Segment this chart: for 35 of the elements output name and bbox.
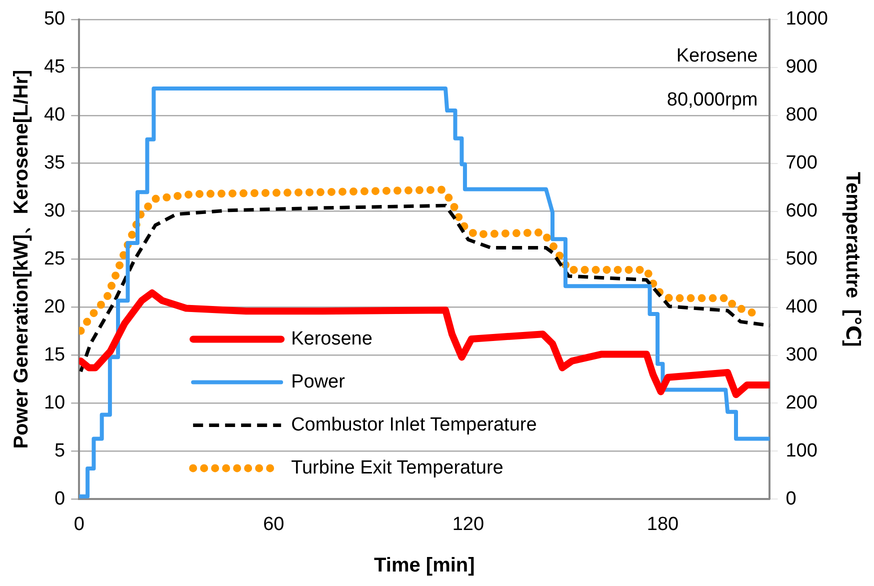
x-axis-title: Time [min] [374, 554, 475, 577]
x-tick-label: 0 [74, 514, 84, 535]
y-tick-label: 15 [44, 344, 66, 366]
legend-label: Power [291, 371, 346, 392]
y-tick-label: 10 [44, 392, 66, 414]
y2-tick-label: 300 [786, 344, 818, 366]
y2-tick-label: 200 [786, 392, 818, 414]
y2-tick-label: 500 [786, 248, 818, 270]
y-tick-label: 30 [44, 200, 66, 222]
legend-label: Turbine Exit Temperature [291, 457, 504, 478]
y-tick-label: 40 [44, 104, 66, 126]
annotation: 80,000rpm [666, 90, 758, 111]
y2-tick-label: 1000 [786, 8, 828, 30]
y-tick-label: 35 [44, 152, 66, 174]
y2-tick-label: 100 [786, 440, 818, 462]
x-tick-label: 60 [263, 514, 284, 535]
y2-axis-title: Temperatutre [℃] [841, 172, 864, 347]
y2-tick-label: 900 [786, 56, 818, 78]
y2-tick-label: 600 [786, 200, 818, 222]
y-tick-label: 20 [44, 296, 66, 318]
annotation: Kerosene [676, 46, 758, 67]
x-tick-label: 120 [452, 514, 484, 535]
y2-tick-label: 800 [786, 104, 818, 126]
x-tick-label: 180 [646, 514, 679, 535]
y-tick-label: 50 [44, 8, 66, 30]
y-axis-title: Power Generation[kW]、Kerosene[L/Hr] [10, 70, 33, 449]
y2-tick-label: 700 [786, 152, 818, 174]
y2-tick-label: 0 [786, 488, 796, 510]
legend-label: Combustor Inlet Temperature [291, 414, 537, 436]
y-tick-label: 5 [54, 440, 66, 462]
legend-label: Kerosene [291, 328, 372, 350]
y-tick-label: 45 [44, 56, 66, 78]
y2-tick-label: 400 [786, 296, 818, 318]
y-tick-label: 0 [54, 488, 66, 510]
y-tick-label: 25 [44, 248, 66, 270]
